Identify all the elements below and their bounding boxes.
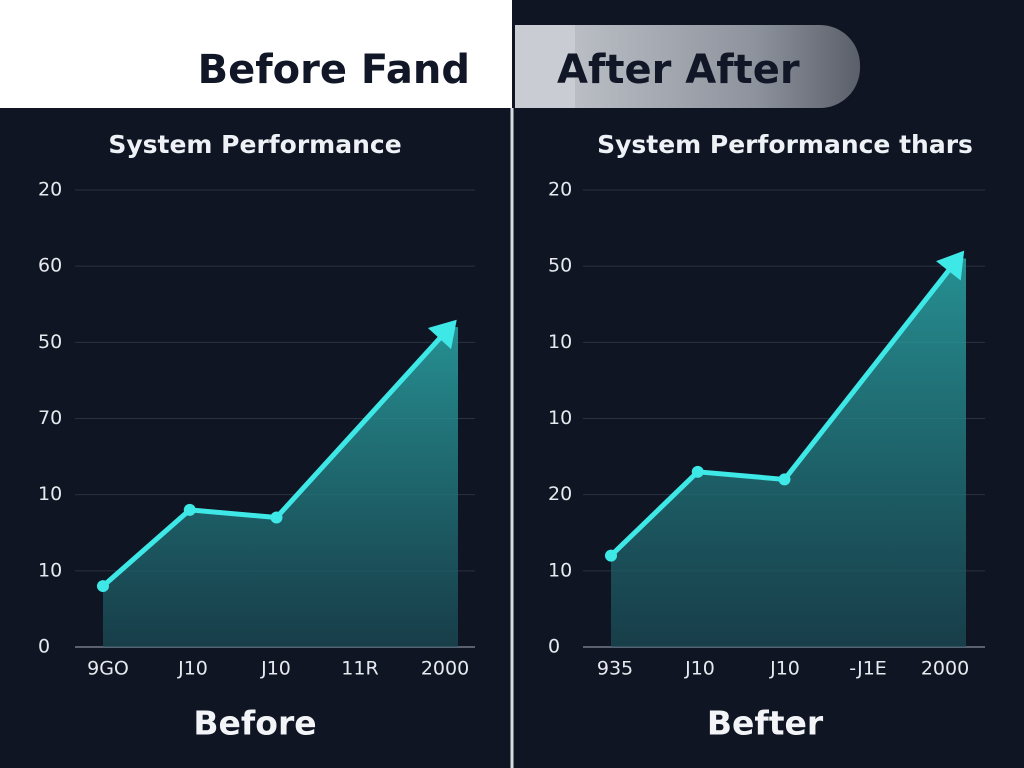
- header-left: Before Fand: [198, 47, 470, 93]
- point: [183, 503, 196, 516]
- x-tick-label: 935: [597, 658, 633, 680]
- y-tick-label: 0: [548, 636, 560, 658]
- x-tick-label: J10: [769, 658, 800, 680]
- point: [270, 511, 283, 524]
- x-tick-label: 11R: [341, 658, 378, 680]
- y-tick-label: 20: [548, 483, 572, 505]
- y-tick-label: 0: [38, 636, 50, 658]
- y-tick-label: 10: [548, 407, 572, 429]
- x-tick-label: J10: [177, 658, 208, 680]
- point: [778, 473, 791, 486]
- x-tick-label: 2000: [421, 658, 469, 680]
- arrow-head: [427, 319, 457, 350]
- arrow-head: [936, 250, 965, 281]
- header-left-bg: [0, 0, 512, 108]
- caption: Before: [193, 704, 316, 743]
- header-right-bg-edge: [515, 25, 575, 108]
- chart-title: System Performance: [108, 130, 401, 159]
- line: [609, 257, 960, 558]
- area: [611, 258, 966, 647]
- y-tick-label: 10: [548, 331, 572, 353]
- point: [605, 549, 617, 562]
- caption: Befter: [707, 704, 824, 743]
- point: [691, 465, 704, 478]
- y-tick-label: 20: [548, 179, 572, 201]
- y-tick-label: 20: [38, 179, 62, 201]
- y-tick-label: 10: [548, 559, 572, 581]
- y-tick-label: 60: [38, 255, 62, 277]
- x-tick-label: 2000: [921, 658, 969, 680]
- chart-title: System Performance thars: [597, 130, 973, 159]
- x-tick-label: J10: [684, 658, 715, 680]
- header-right-bg: [515, 25, 860, 108]
- y-tick-label: 50: [38, 331, 62, 353]
- y-tick-label: 10: [38, 559, 62, 581]
- x-tick-label: J10: [260, 658, 291, 680]
- header-right: After After: [557, 47, 800, 93]
- line: [101, 325, 452, 588]
- area: [103, 327, 458, 647]
- y-tick-label: 10: [38, 483, 62, 505]
- x-tick-label: -J1E: [849, 658, 887, 680]
- x-tick-label: 9GO: [87, 658, 129, 680]
- y-tick-label: 70: [38, 407, 62, 429]
- y-tick-label: 50: [548, 255, 572, 277]
- point: [97, 580, 109, 593]
